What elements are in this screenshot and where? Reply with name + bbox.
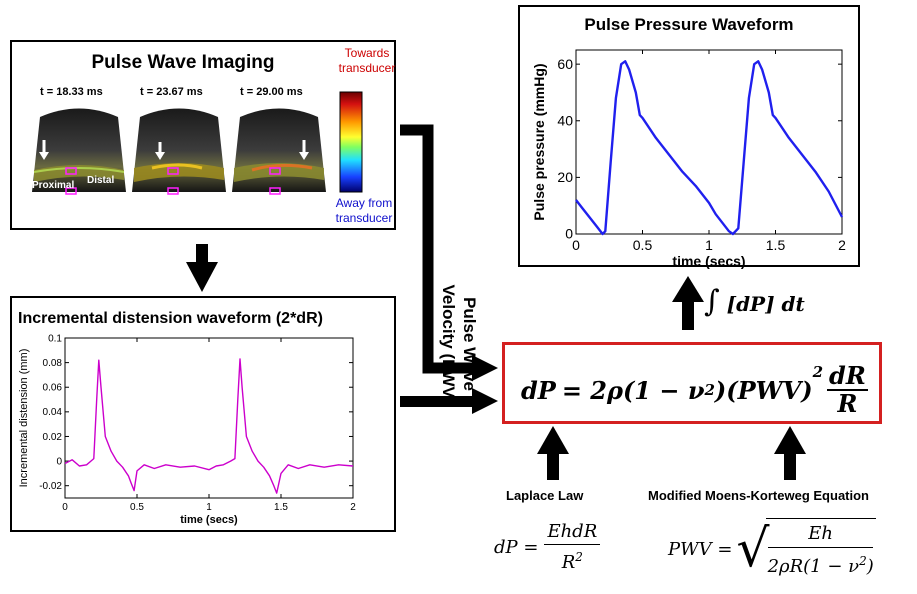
us-frame-1 xyxy=(32,108,126,195)
pwi-title: Pulse Wave Imaging xyxy=(91,52,275,73)
x-tick-label: 0 xyxy=(572,237,580,253)
y-tick-label: 0.08 xyxy=(43,358,63,369)
plot-area xyxy=(64,337,354,499)
y-tick-label: -0.02 xyxy=(39,481,62,492)
x-axis-label: time (secs) xyxy=(672,253,745,269)
distension-title: Incremental distension waveform (2*dR) xyxy=(18,310,323,327)
y-axis-label: Incremental distension (mm) xyxy=(18,349,30,488)
frame-time-2: t = 23.67 ms xyxy=(140,86,203,98)
y-tick-label: 0 xyxy=(565,226,573,242)
colorbar-top-label: Towards transducer xyxy=(338,46,396,75)
main-eq-num: dR xyxy=(827,361,868,391)
x-tick-label: 0.5 xyxy=(130,502,144,513)
main-eq-sup1: 2 xyxy=(704,381,715,399)
mk-label: Modified Moens-Korteweg Equation xyxy=(648,488,869,503)
main-eq-sup2: 2 xyxy=(812,363,824,381)
frame-time-3: t = 29.00 ms xyxy=(240,86,303,98)
x-tick-label: 2 xyxy=(838,237,846,253)
laplace-den-text: R xyxy=(561,552,576,573)
y-tick-label: 0.06 xyxy=(43,383,63,394)
mk-sqrt-sign: √ xyxy=(736,519,770,579)
distension-panel: Incremental distension waveform (2*dR) 0… xyxy=(10,296,396,532)
series-line xyxy=(575,60,844,236)
y-tick-label: 0 xyxy=(56,456,62,467)
x-axis-label: time (secs) xyxy=(180,514,238,526)
pwv-label-line2: Velocity (PWV) xyxy=(439,284,458,404)
mk-num: Eh xyxy=(768,521,874,548)
y-tick-label: 40 xyxy=(557,112,573,128)
pressure-panel: Pulse Pressure Waveform 0 0.5 1 1.5 2 0 20 40 60… xyxy=(518,5,860,269)
integral-text: [dP] dt xyxy=(726,292,805,316)
main-eq-prefix: = 2ρ(1 − ν xyxy=(561,375,705,405)
mk-equation: PWV = √ Eh 2ρR(1 − ν2) xyxy=(668,518,876,580)
x-tick-label: 1.5 xyxy=(766,237,786,253)
x-tick-label: 2 xyxy=(350,502,356,513)
main-eq-fraction: dR R xyxy=(827,363,868,417)
pwv-label-line1: Pulse Wave xyxy=(460,297,479,391)
pressure-title: Pulse Pressure Waveform xyxy=(584,15,794,34)
main-equation-box: dP = 2ρ(1 − ν 2 )(PWV) 2 dR R xyxy=(502,342,882,424)
proximal-label: Proximal xyxy=(32,180,74,191)
x-tick-label: 1 xyxy=(705,237,713,253)
arrow-pwv xyxy=(400,124,498,381)
x-tick-label: 0 xyxy=(62,502,68,513)
arrow-pwi-to-distension xyxy=(186,244,218,292)
arrow-distension-to-equation xyxy=(400,388,498,414)
integral-symbol: ∫ xyxy=(704,284,720,319)
x-tick-label: 1.5 xyxy=(274,502,288,513)
mk-den-sup: 2 xyxy=(859,554,867,568)
mk-fraction: Eh 2ρR(1 − ν2) xyxy=(765,518,876,580)
laplace-den-sup: 2 xyxy=(575,550,583,564)
y-tick-label: 20 xyxy=(557,169,573,185)
pwi-panel: Pulse Wave Imaging t = 18.33 ms t = 23.6… xyxy=(10,40,396,230)
laplace-den: R2 xyxy=(562,545,583,575)
series-line xyxy=(64,358,354,494)
laplace-fraction: EhdR R2 xyxy=(544,520,601,575)
laplace-num: EhdR xyxy=(544,520,601,545)
main-eq-mid: )(PWV) xyxy=(714,375,813,405)
x-tick-label: 1 xyxy=(206,502,212,513)
pwv-label: Pulse Wave Velocity (PWV) xyxy=(438,234,480,454)
mk-den: 2ρR(1 − ν2) xyxy=(768,548,874,580)
frame-time-1: t = 18.33 ms xyxy=(40,86,103,98)
x-tick-label: 0.5 xyxy=(633,237,653,253)
us-frame-3 xyxy=(232,108,326,195)
mk-den-text: 2ρR(1 − ν xyxy=(767,556,860,577)
main-eq-den: R xyxy=(837,389,858,418)
laplace-lhs: dP = xyxy=(494,537,539,558)
y-tick-label: 0.04 xyxy=(43,407,63,418)
colorbar xyxy=(339,91,363,193)
arrow-equation-to-pressure xyxy=(672,276,704,330)
arrow-moens-korteweg xyxy=(774,426,806,480)
laplace-label: Laplace Law xyxy=(506,488,584,503)
y-axis-label: Pulse pressure (mmHg) xyxy=(531,63,547,220)
mk-den-end: ) xyxy=(866,556,874,577)
colorbar-bottom-label: Away from transducer xyxy=(335,196,393,225)
pwi-frames-svg: Proximal Distal xyxy=(32,91,363,195)
y-tick-label: 60 xyxy=(557,56,573,72)
y-tick-label: 0.1 xyxy=(48,333,62,344)
mk-lhs: PWV = xyxy=(668,538,733,560)
main-eq-lhs: dP xyxy=(521,375,556,405)
arrow-laplace xyxy=(537,426,569,480)
y-tick-label: 0.02 xyxy=(43,432,63,443)
distal-label: Distal xyxy=(87,175,114,186)
laplace-equation: dP = EhdR R2 xyxy=(494,520,601,575)
us-frame-2 xyxy=(132,108,226,195)
main-equation: dP = 2ρ(1 − ν 2 )(PWV) 2 dR R xyxy=(521,363,868,417)
integral-expression: ∫ [dP] dt xyxy=(704,284,805,319)
